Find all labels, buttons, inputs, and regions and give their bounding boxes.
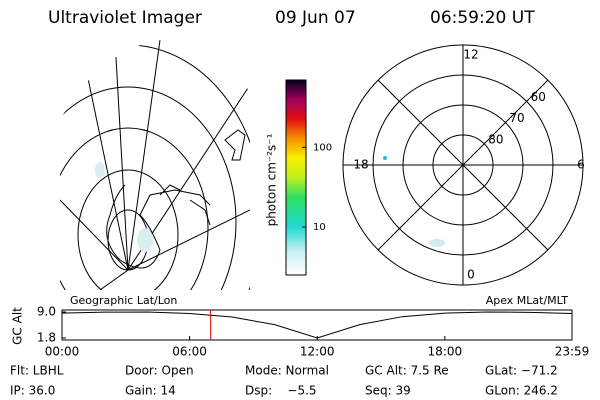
- mlt-line: [377, 79, 549, 251]
- y-tick-label: 1.8: [37, 331, 56, 345]
- timeline-right-label: Apex MLat/MLT: [486, 294, 569, 307]
- x-tick-label: 12:00: [300, 345, 335, 359]
- status-field: GC Alt: 7.5 Re: [365, 364, 449, 378]
- timeline-frame: [61, 309, 573, 341]
- y-tick-label: 9.0: [37, 305, 56, 319]
- colorbar-tick-label: 10: [313, 222, 326, 233]
- x-tick-label: 00:00: [45, 345, 80, 359]
- latitude-label: 80: [488, 132, 503, 146]
- colorbar-tick-label: 100: [313, 142, 332, 153]
- status-field: GLon: 246.2: [485, 384, 558, 398]
- mlt-label: 18: [353, 158, 368, 172]
- x-tick-label: 18:00: [428, 345, 463, 359]
- latitude-label: 60: [531, 90, 546, 104]
- time: 06:59:20 UT: [430, 8, 535, 28]
- mlt-label: 0: [467, 268, 475, 282]
- mlt-label: 6: [577, 158, 585, 172]
- status-field: Door: Open: [125, 364, 194, 378]
- status-field: Gain: 14: [125, 384, 176, 398]
- timeline-ylabel: GC Alt: [11, 307, 25, 345]
- mlt-label: 12: [463, 48, 478, 62]
- status-field: Dsp: −5.5: [245, 384, 317, 398]
- status-field: Flt: LBHL: [10, 364, 64, 378]
- polar-plot: [383, 156, 445, 247]
- latitude-label: 70: [509, 111, 524, 125]
- status-field: Seq: 39: [365, 384, 411, 398]
- x-tick-label: 06:00: [172, 345, 207, 359]
- x-tick-label: 23:59: [555, 345, 590, 359]
- colorbar-label: photon cm⁻²s⁻¹: [265, 133, 279, 226]
- colorbar: [285, 79, 307, 276]
- status-field: Mode: Normal: [245, 364, 329, 378]
- instrument: Ultraviolet Imager: [48, 8, 202, 28]
- status-field: IP: 36.0: [10, 384, 55, 398]
- timeline-left-label: Geographic Lat/Lon: [70, 294, 177, 307]
- altitude-line: [61, 311, 573, 339]
- status-field: GLat: −71.2: [485, 364, 558, 378]
- date: 09 Jun 07: [275, 8, 356, 28]
